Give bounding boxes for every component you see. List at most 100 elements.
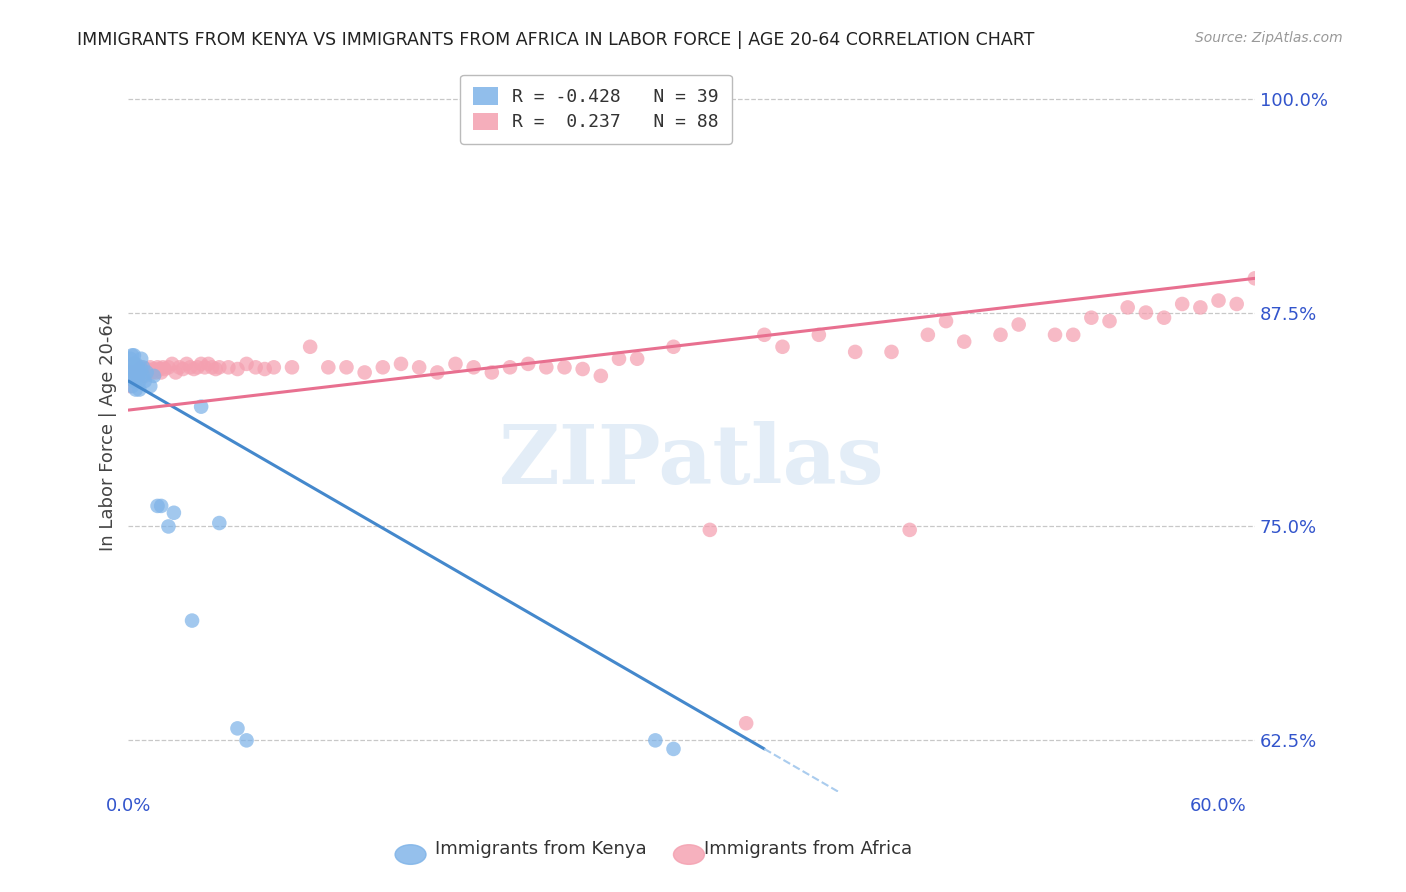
Point	[122, 362, 145, 376]
Point	[165, 366, 187, 380]
Y-axis label: In Labor Force | Age 20-64: In Labor Force | Age 20-64	[100, 313, 117, 551]
Point	[127, 368, 149, 383]
Point	[125, 366, 148, 380]
Point	[607, 351, 630, 366]
Point	[517, 357, 540, 371]
Point	[318, 360, 340, 375]
Point	[121, 379, 143, 393]
Point	[953, 334, 976, 349]
Point	[226, 362, 249, 376]
Point	[1008, 318, 1031, 332]
Point	[299, 340, 322, 354]
Text: Immigrants from Africa: Immigrants from Africa	[704, 840, 912, 858]
Point	[1189, 301, 1212, 315]
Point	[253, 362, 276, 376]
Point	[127, 374, 149, 388]
Point	[121, 366, 143, 380]
Point	[754, 327, 776, 342]
Text: Immigrants from Kenya: Immigrants from Kenya	[436, 840, 647, 858]
Point	[253, 845, 276, 859]
Point	[135, 362, 157, 376]
Point	[208, 516, 231, 530]
Point	[662, 340, 685, 354]
Point	[204, 362, 226, 376]
Point	[122, 366, 145, 380]
Point	[844, 345, 866, 359]
Point	[138, 366, 160, 380]
Point	[163, 506, 186, 520]
Point	[153, 362, 176, 376]
Point	[1226, 297, 1249, 311]
Point	[150, 366, 173, 380]
Point	[122, 357, 145, 371]
Point	[157, 519, 180, 533]
Point	[281, 360, 304, 375]
Point	[169, 360, 191, 375]
Point	[179, 360, 201, 375]
Point	[589, 368, 612, 383]
Point	[134, 374, 156, 388]
Point	[146, 360, 169, 375]
Point	[132, 360, 155, 375]
Point	[235, 357, 257, 371]
Point	[141, 366, 163, 380]
Point	[201, 360, 224, 375]
Text: ZIPatlas: ZIPatlas	[499, 421, 884, 501]
Point	[917, 327, 939, 342]
Point	[1135, 305, 1157, 319]
Point	[172, 362, 194, 376]
Point	[121, 348, 143, 362]
Point	[120, 366, 142, 380]
Point	[499, 360, 522, 375]
Point	[121, 366, 143, 380]
Point	[245, 360, 267, 375]
Point	[463, 360, 485, 375]
Point	[128, 366, 150, 380]
Point	[122, 357, 145, 371]
Point	[1062, 327, 1084, 342]
Text: Source: ZipAtlas.com: Source: ZipAtlas.com	[1195, 31, 1343, 45]
Point	[444, 357, 467, 371]
Point	[408, 360, 430, 375]
Point	[807, 327, 830, 342]
Point	[263, 360, 285, 375]
Point	[990, 327, 1012, 342]
Point	[353, 366, 375, 380]
Point	[142, 362, 165, 376]
Point	[145, 366, 167, 380]
Point	[146, 499, 169, 513]
Point	[190, 357, 212, 371]
Point	[148, 362, 170, 376]
Point	[1171, 297, 1194, 311]
Point	[127, 360, 149, 375]
Point	[1153, 310, 1175, 325]
Point	[898, 523, 921, 537]
Point	[152, 360, 174, 375]
Point	[662, 742, 685, 756]
Point	[128, 383, 150, 397]
Point	[1261, 92, 1284, 106]
Point	[735, 716, 758, 731]
Point	[935, 314, 957, 328]
Legend: R = -0.428   N = 39, R =  0.237   N = 88: R = -0.428 N = 39, R = 0.237 N = 88	[460, 75, 731, 144]
Point	[197, 357, 219, 371]
Point	[1244, 271, 1267, 285]
Point	[139, 360, 162, 375]
Point	[128, 366, 150, 380]
Point	[699, 523, 721, 537]
Point	[226, 722, 249, 736]
Point	[194, 360, 217, 375]
Point	[122, 348, 145, 362]
Point	[644, 733, 666, 747]
Point	[235, 733, 257, 747]
Point	[1080, 310, 1102, 325]
Point	[217, 360, 239, 375]
Point	[134, 368, 156, 383]
Point	[128, 374, 150, 388]
Point	[125, 383, 148, 397]
Point	[772, 340, 794, 354]
Point	[426, 366, 449, 380]
Point	[132, 362, 155, 376]
Point	[120, 351, 142, 366]
Point	[129, 362, 152, 376]
